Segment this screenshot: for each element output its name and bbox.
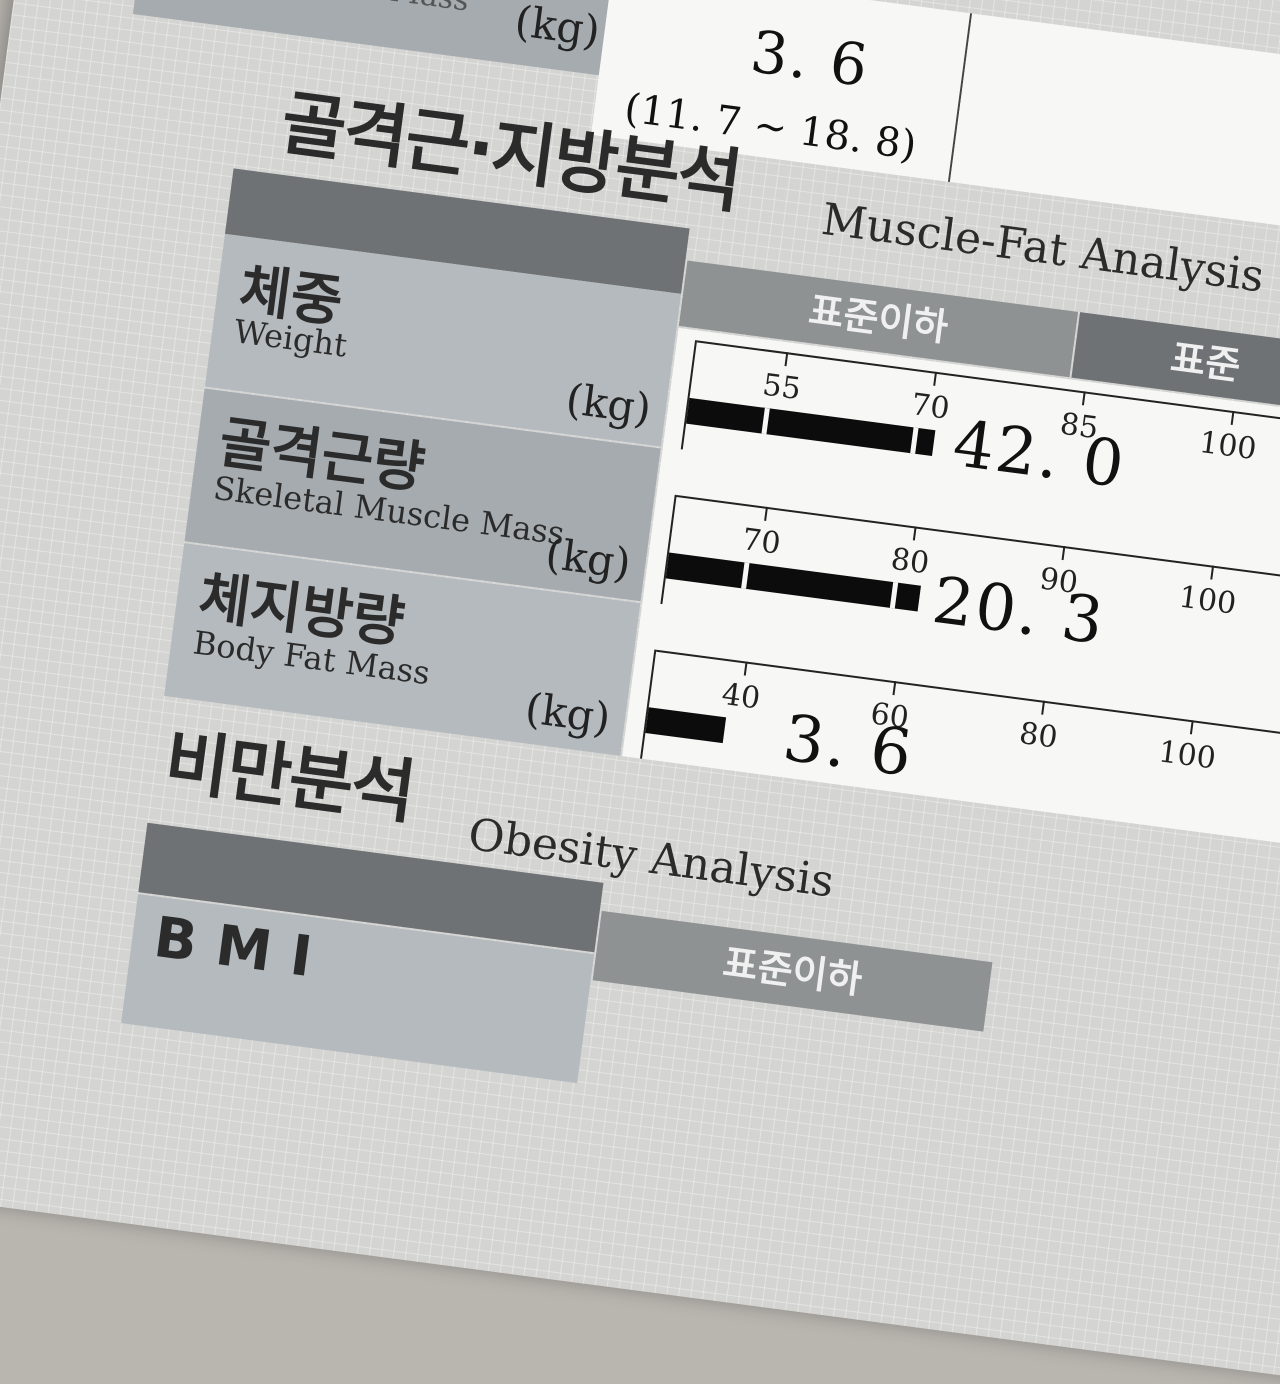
tick-label: 100 <box>1176 579 1239 622</box>
obesity-title-ko: 비만분석 <box>160 719 419 834</box>
tick-label: 80 <box>888 541 932 582</box>
tick-label: 70 <box>909 387 952 427</box>
obesity-header-below-standard: 표준이하 <box>592 910 993 1032</box>
tick-label: 80 <box>1017 715 1060 756</box>
tick-label: 40 <box>719 676 763 717</box>
tick-label: 70 <box>740 522 783 562</box>
prev-row-extra-cell <box>949 13 1280 235</box>
tick-label: 100 <box>1197 424 1259 468</box>
header-below-standard-label: 표준이하 <box>806 287 951 350</box>
tick-label: 55 <box>760 367 803 408</box>
header-standard-label: 표준 <box>1168 335 1244 389</box>
obesity-below-standard-label: 표준이하 <box>720 940 865 1003</box>
tick-label: 100 <box>1156 734 1218 777</box>
